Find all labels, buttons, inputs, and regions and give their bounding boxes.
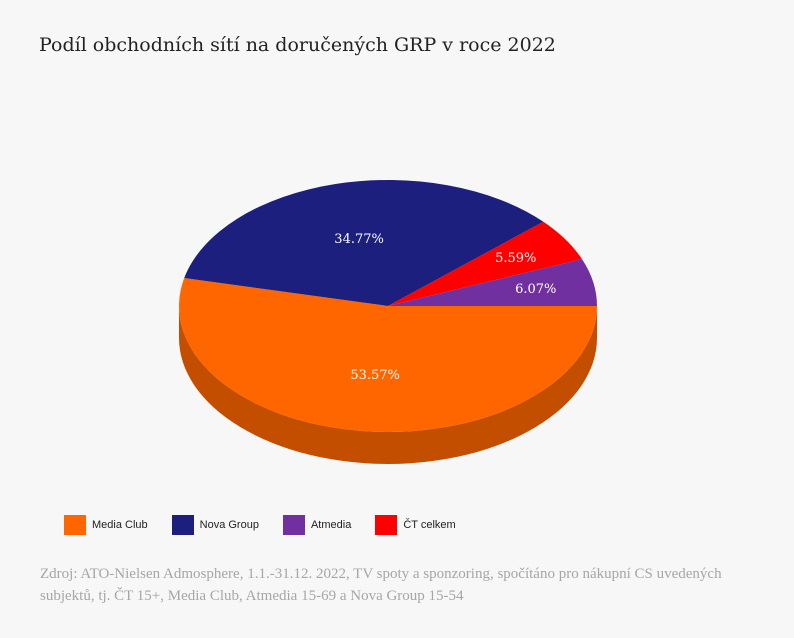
legend-swatch — [171, 515, 194, 535]
legend-item-atmedia[interactable]: Atmedia — [282, 515, 352, 535]
chart-title: Podíl obchodních sítí na doručených GRP … — [39, 34, 556, 56]
pie-slice-atmedia[interactable] — [388, 259, 597, 306]
legend-label: Nova Group — [199, 519, 259, 531]
slice-label-atmedia: 6.07% — [515, 282, 556, 297]
legend-item-ct-celkem[interactable]: ČT celkem — [375, 515, 456, 535]
chart-legend: Media Club Nova Group Atmedia ČT celkem — [64, 515, 480, 535]
pie-slice-media-club[interactable] — [178, 277, 597, 433]
pie-labels: 53.57% 34.77% 5.59% 6.07% — [334, 232, 556, 383]
legend-item-nova-group[interactable]: Nova Group — [171, 515, 259, 535]
legend-swatch — [375, 515, 398, 535]
slice-label-nova-group: 34.77% — [334, 232, 384, 247]
legend-label: Atmedia — [310, 519, 352, 531]
legend-swatch — [64, 515, 86, 535]
pie-tops — [178, 180, 597, 433]
slice-label-media-club: 53.57% — [350, 368, 400, 383]
slice-label--t-celkem: 5.59% — [495, 251, 536, 266]
pie-slice--t-celkem[interactable] — [388, 221, 582, 306]
legend-item-media-club[interactable]: Media Club — [64, 515, 148, 535]
legend-swatch — [282, 515, 305, 535]
pie-side-media-club — [179, 306, 597, 464]
legend-label: ČT celkem — [403, 519, 456, 531]
source-note: Zdroj: ATO-Nielsen Admosphere, 1.1.-31.1… — [40, 566, 722, 604]
legend-label: Media Club — [92, 519, 148, 531]
pie-slice-nova-group[interactable] — [184, 180, 544, 306]
pie-sides — [179, 306, 597, 464]
